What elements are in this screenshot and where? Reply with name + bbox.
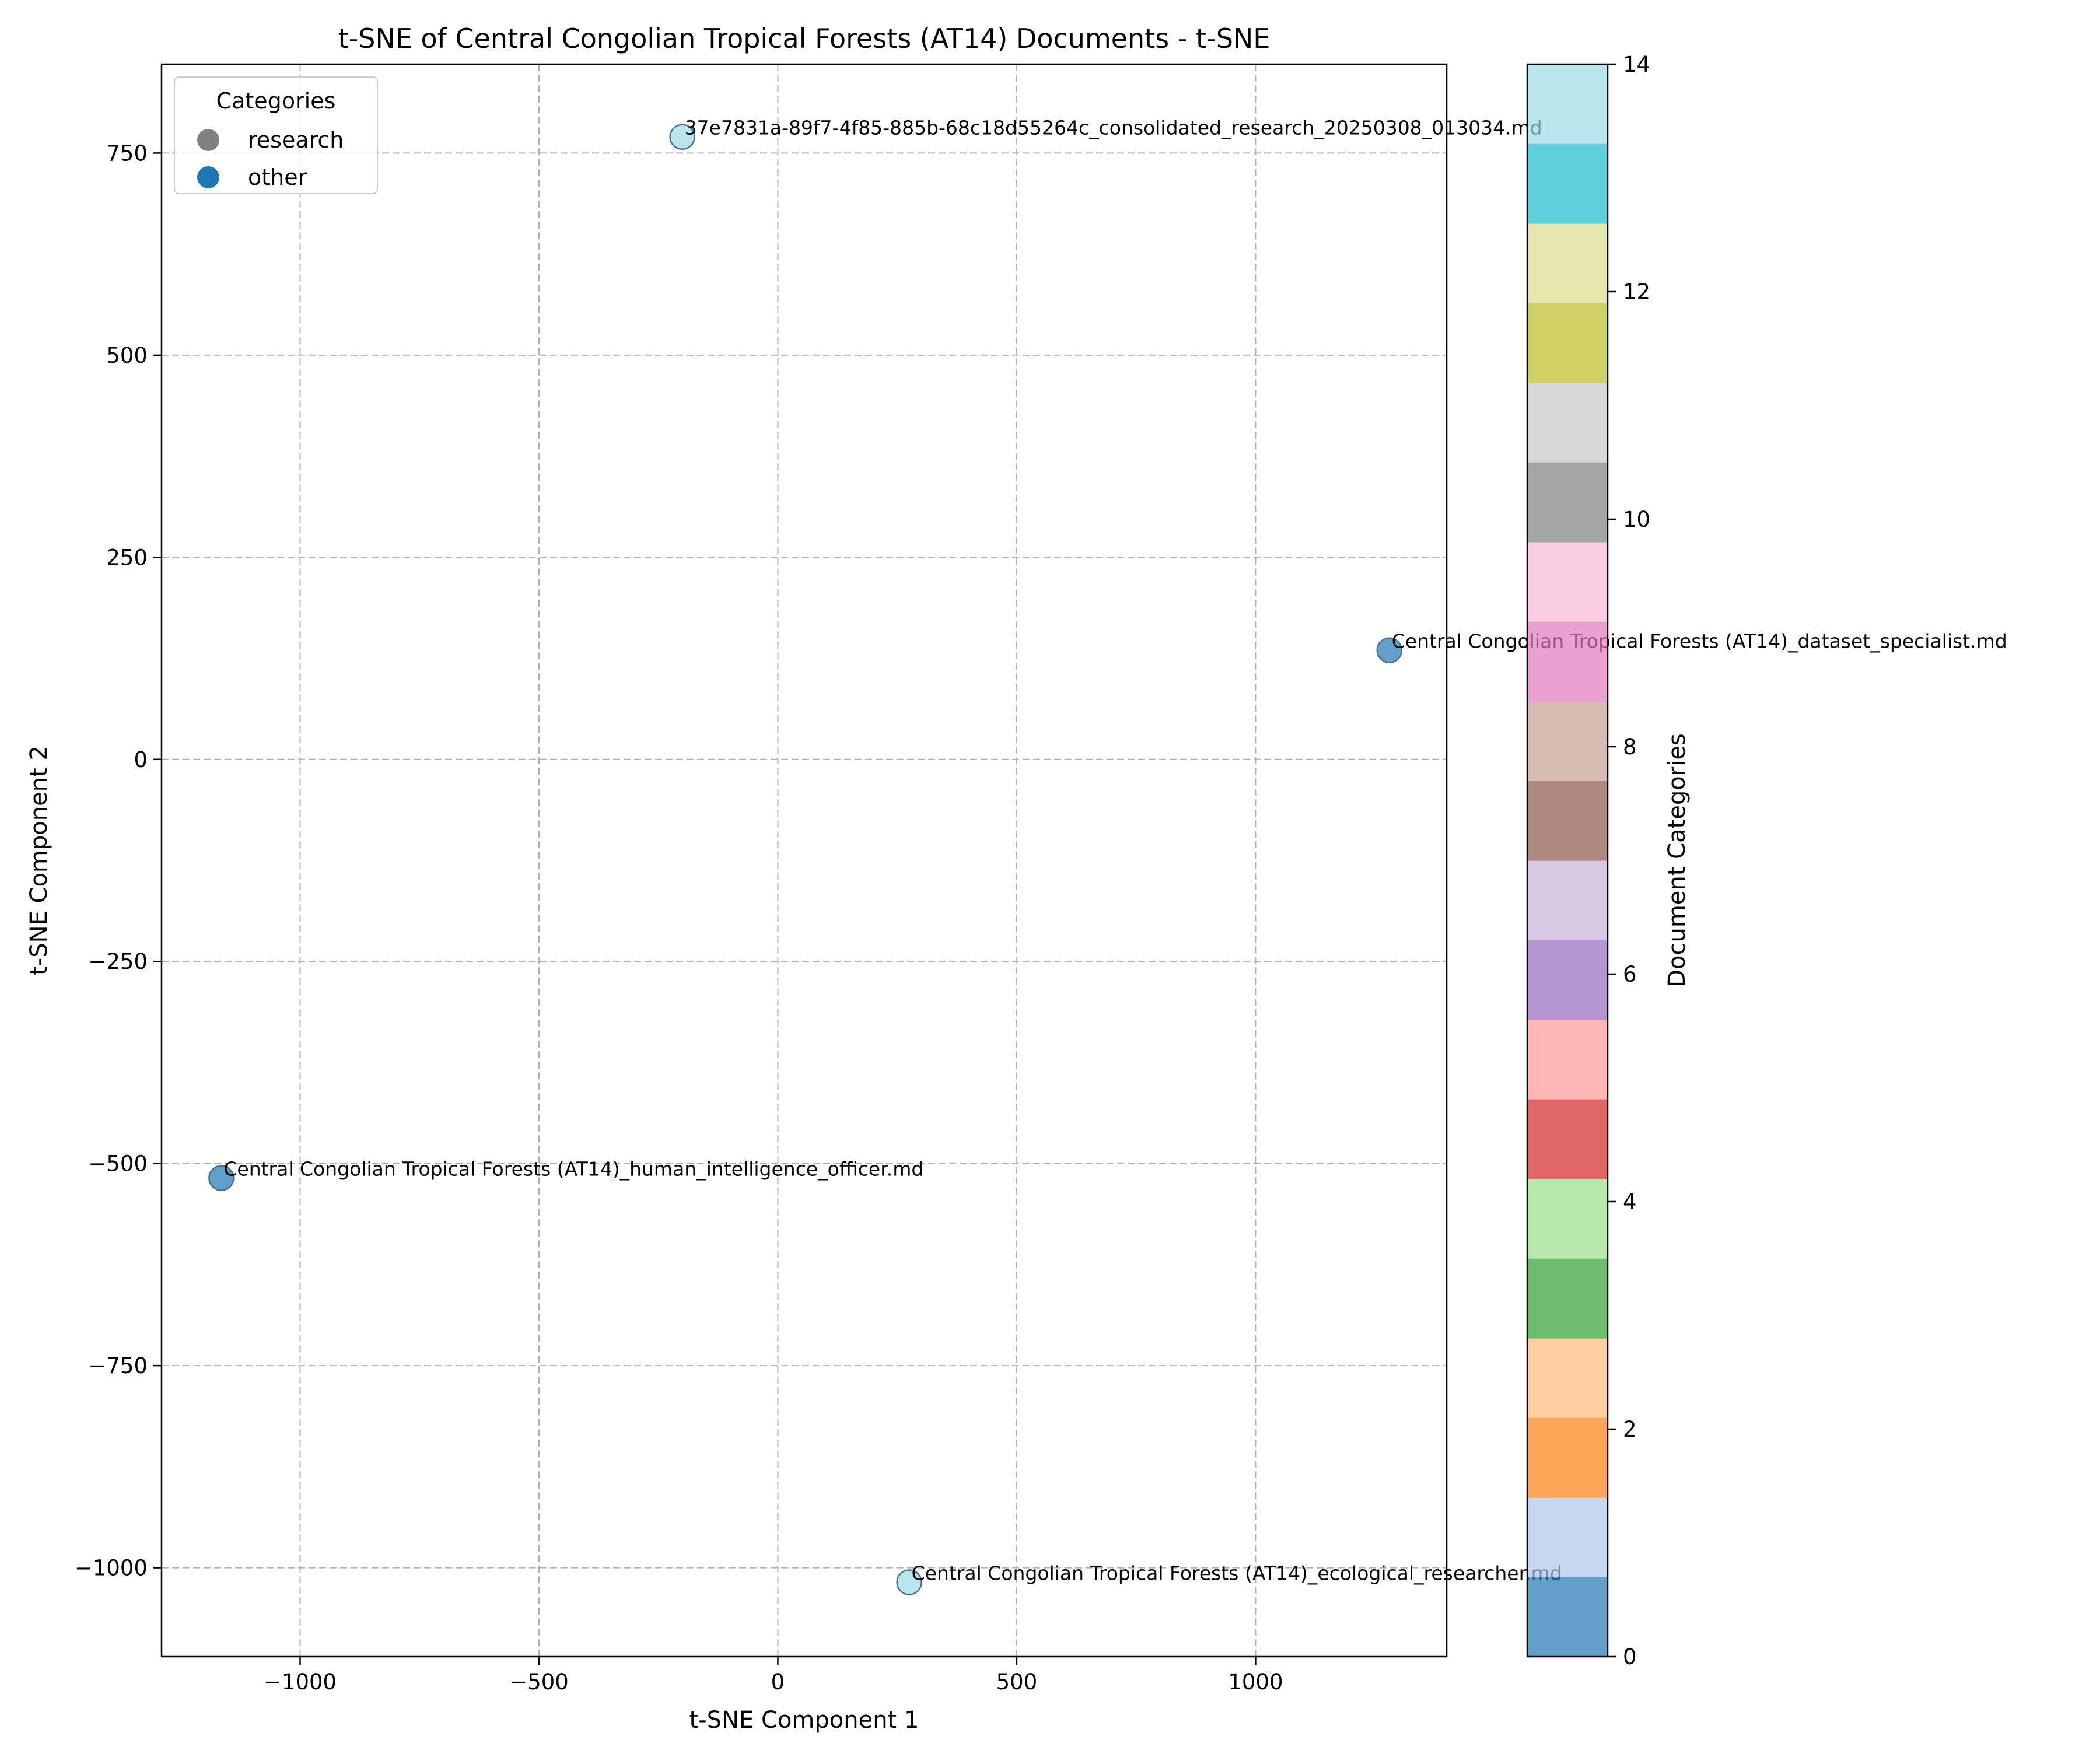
- colorbar-tick-label: 14: [1623, 52, 1650, 77]
- colorbar-segment: [1527, 621, 1608, 702]
- colorbar-segment: [1527, 144, 1608, 224]
- x-tick-label: −1000: [264, 1670, 337, 1695]
- legend-label-research: research: [248, 127, 344, 153]
- colorbar-segment: [1527, 1099, 1608, 1180]
- point-label: 37e7831a-89f7-4f85-885b-68c18d55264c_con…: [685, 117, 1542, 139]
- colorbar-tick-label: 10: [1623, 507, 1650, 532]
- colorbar-segment: [1527, 1179, 1608, 1259]
- y-tick-label: 750: [106, 141, 148, 166]
- colorbar-segment: [1527, 303, 1608, 383]
- colorbar-segment: [1527, 1258, 1608, 1339]
- x-axis-ticks: −1000 −500 0 500 1000: [264, 1657, 1283, 1695]
- y-tick-label: −250: [88, 949, 148, 974]
- y-tick-label: −500: [88, 1152, 148, 1177]
- data-point: [1376, 637, 1402, 663]
- legend-box: [174, 76, 378, 194]
- legend-marker-other: [197, 166, 219, 188]
- colorbar-tick-label: 0: [1623, 1644, 1637, 1670]
- colorbar-segment: [1527, 223, 1608, 303]
- colorbar-segment: [1527, 383, 1608, 463]
- point-label: Central Congolian Tropical Forests (AT14…: [1392, 630, 2007, 653]
- colorbar-tick-label: 6: [1623, 962, 1637, 987]
- x-tick-label: 0: [771, 1670, 785, 1695]
- chart-title: t-SNE of Central Congolian Tropical Fore…: [338, 23, 1270, 54]
- colorbar-segment: [1527, 542, 1608, 622]
- y-tick-label: −750: [88, 1353, 148, 1378]
- x-tick-label: 1000: [1228, 1670, 1283, 1695]
- colorbar-segment: [1527, 701, 1608, 781]
- colorbar-tick-label: 8: [1623, 734, 1637, 760]
- colorbar-segment: [1527, 1418, 1608, 1498]
- data-point: [669, 124, 695, 150]
- grid-lines: [162, 64, 1447, 1657]
- point-label: Central Congolian Tropical Forests (AT14…: [912, 1562, 1562, 1585]
- legend-label-other: other: [248, 164, 307, 190]
- y-tick-label: −1000: [75, 1556, 148, 1581]
- x-tick-label: −500: [509, 1670, 569, 1695]
- colorbar-tick-label: 4: [1623, 1189, 1637, 1214]
- colorbar-segment: [1527, 1020, 1608, 1100]
- colorbar-frame: [1526, 63, 1609, 1658]
- legend-title: Categories: [216, 88, 336, 114]
- y-axis-ticks: −1000 −750 −500 −250 0 250 500 750: [75, 141, 162, 1581]
- x-tick-label: 500: [996, 1670, 1038, 1695]
- legend-marker-research: [197, 129, 219, 151]
- colorbar-segment: [1527, 940, 1608, 1020]
- x-axis-label: t-SNE Component 1: [690, 1707, 919, 1734]
- point-label: Central Congolian Tropical Forests (AT14…: [223, 1158, 923, 1181]
- y-tick-label: 0: [134, 747, 148, 772]
- colorbar: 0 2 4 6 8 10 12 14: [1526, 52, 1650, 1670]
- colorbar-segment: [1527, 780, 1608, 861]
- colorbar-label: Document Categories: [1664, 733, 1690, 988]
- colorbar-segment: [1527, 64, 1608, 144]
- y-tick-label: 250: [106, 545, 148, 570]
- colorbar-segment: [1527, 860, 1608, 940]
- colorbar-segment: [1527, 462, 1608, 542]
- plot-frame: [160, 63, 1448, 1658]
- colorbar-tick-label: 2: [1623, 1417, 1637, 1442]
- data-point: [208, 1165, 235, 1191]
- data-points: [208, 124, 1402, 1595]
- colorbar-tick-label: 12: [1623, 279, 1650, 304]
- colorbar-segment: [1527, 1577, 1608, 1657]
- point-labels: 37e7831a-89f7-4f85-885b-68c18d55264c_con…: [223, 117, 2007, 1585]
- data-point: [896, 1569, 922, 1595]
- y-axis-label: t-SNE Component 2: [26, 746, 52, 975]
- colorbar-segment: [1527, 1338, 1608, 1418]
- legend: Categories research other: [174, 76, 378, 194]
- y-tick-label: 500: [106, 343, 148, 368]
- colorbar-segment: [1527, 1497, 1608, 1577]
